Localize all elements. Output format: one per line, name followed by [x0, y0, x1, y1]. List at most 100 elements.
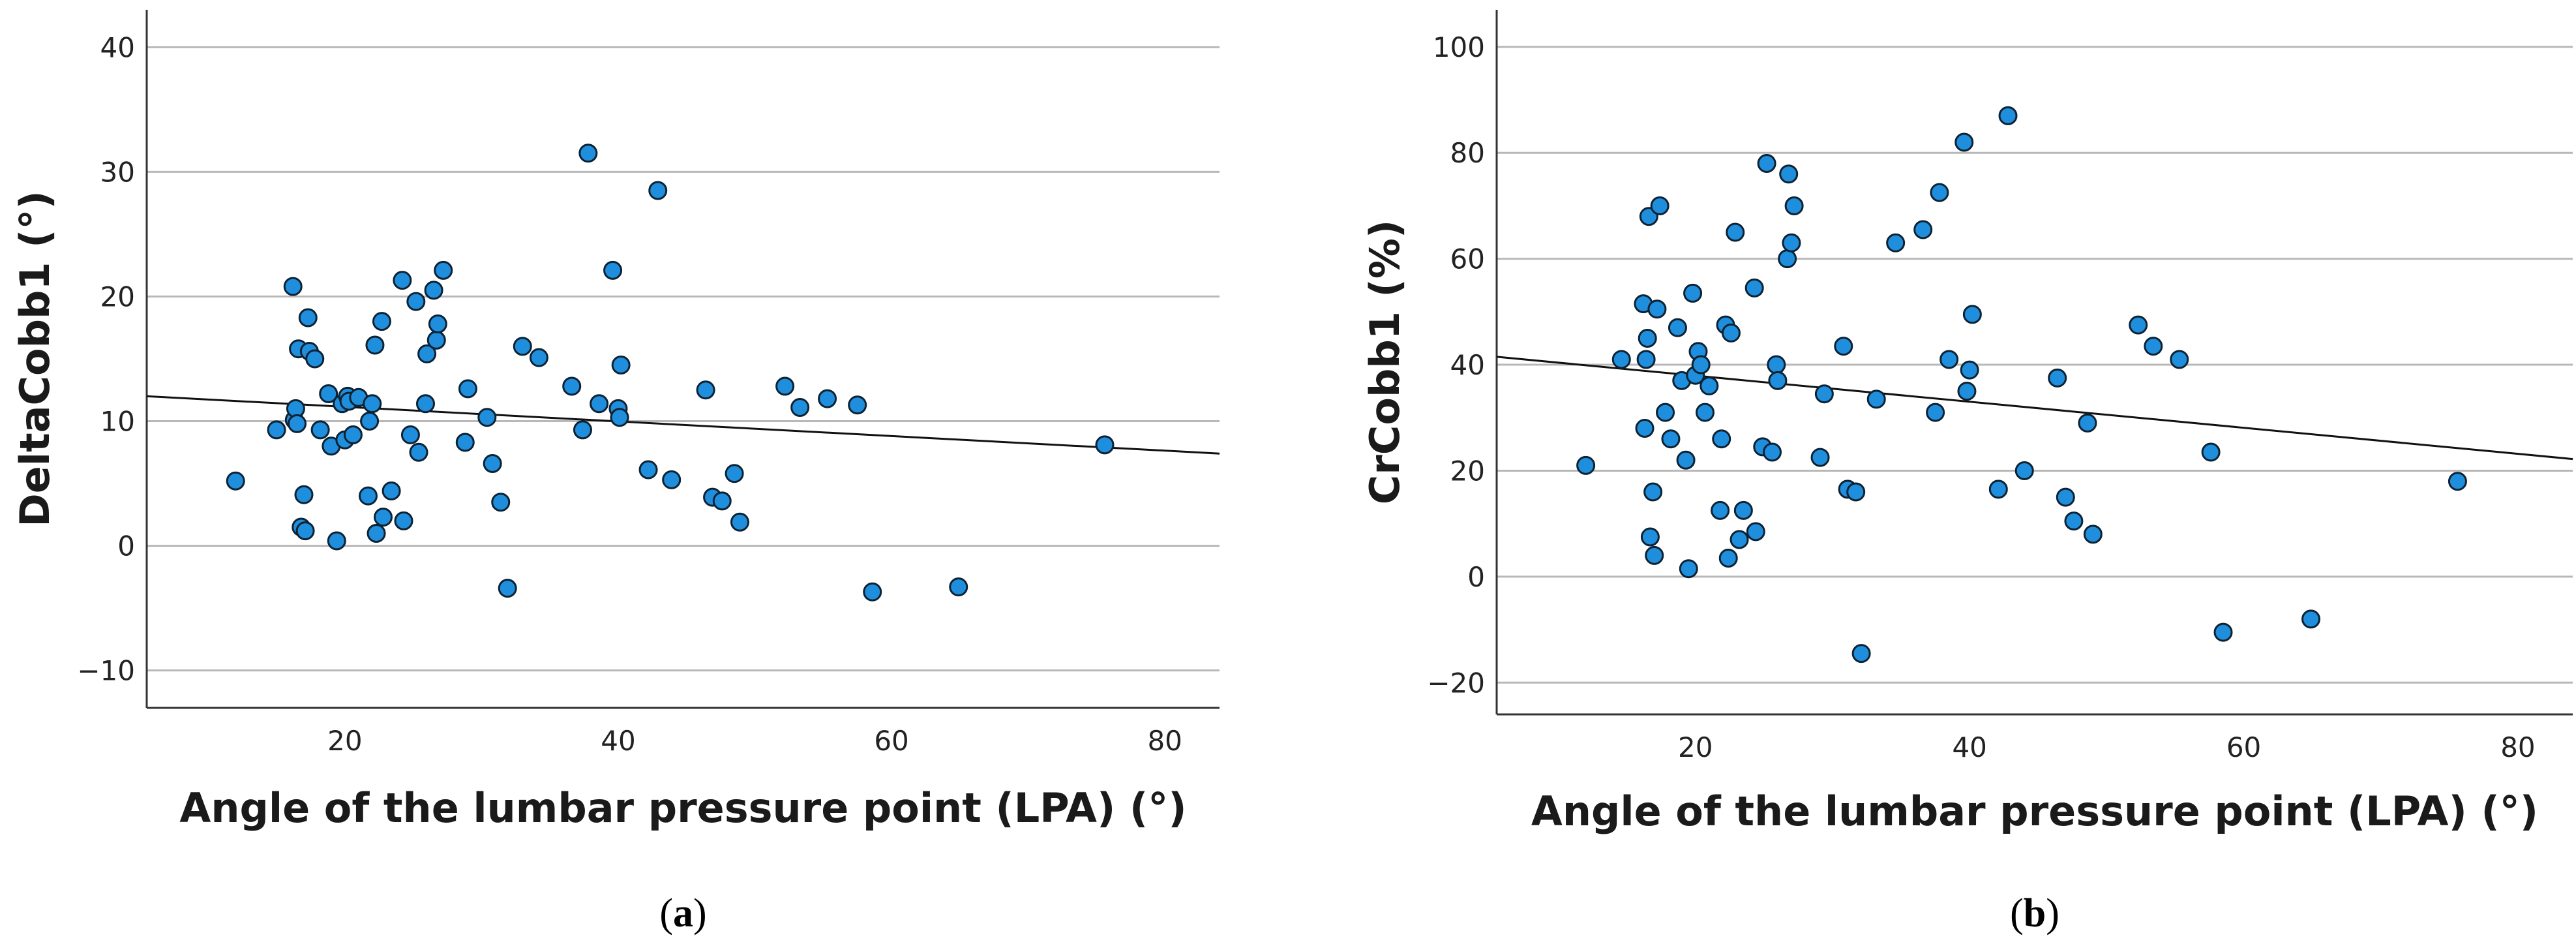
data-point	[1695, 403, 1715, 422]
data-point	[1962, 305, 1982, 324]
data-point	[513, 337, 532, 356]
data-point	[267, 420, 286, 440]
data-point	[310, 420, 330, 440]
data-point	[1784, 196, 1804, 215]
data-point	[1782, 233, 1801, 252]
data-point	[2048, 368, 2067, 388]
data-point	[1712, 429, 1731, 449]
data-point	[1866, 389, 1886, 409]
data-point	[1778, 249, 1797, 269]
chart-panel-b: −20 0 20 40 60 80 100 20 40 60 80 CrCobb1 (%) Angle …	[1361, 10, 2573, 936]
data-point	[2170, 350, 2189, 369]
data-point	[611, 356, 631, 375]
data-point	[360, 412, 380, 431]
y-tick-label: 20	[1450, 455, 1485, 487]
data-point	[578, 144, 598, 163]
data-point	[1745, 278, 1764, 298]
data-point	[1810, 448, 1830, 467]
y-tick-label: −20	[1427, 667, 1485, 699]
data-point	[1683, 283, 1703, 303]
data-point	[1733, 500, 1753, 520]
data-point	[458, 379, 477, 399]
data-point	[372, 312, 391, 331]
y-tick-label: 20	[100, 281, 135, 313]
data-point	[417, 344, 437, 363]
data-point	[1647, 299, 1667, 319]
data-point	[1643, 482, 1663, 502]
chart-panel-a: −10 0 10 20 30 40 20 40 60 80 DeltaCobb1 (°) Angle …	[11, 10, 1220, 936]
data-point	[1635, 419, 1655, 438]
data-point	[434, 260, 453, 280]
data-point	[1661, 429, 1681, 449]
data-point	[1611, 350, 1631, 369]
data-point	[1930, 183, 1949, 202]
data-point	[2078, 413, 2097, 433]
data-point	[1762, 442, 1782, 462]
x-tick-label: 20	[1678, 731, 1713, 763]
data-point	[406, 292, 426, 311]
data-point	[483, 454, 502, 473]
data-point	[1746, 522, 1765, 542]
data-point	[1846, 482, 1866, 502]
data-point	[2301, 609, 2321, 629]
data-point	[491, 493, 511, 512]
x-axis-title: Angle of the lumbar pressure point (LPA)…	[179, 784, 1186, 832]
data-point	[1730, 530, 1749, 549]
x-axis-title: Angle of the lumbar pressure point (LPA)…	[1531, 787, 2538, 835]
data-point	[298, 308, 318, 328]
data-point	[226, 471, 245, 491]
data-point	[1988, 480, 2008, 499]
data-point	[283, 277, 303, 296]
data-point	[294, 485, 314, 504]
data-point	[1814, 384, 1834, 404]
x-tick-label: 80	[1147, 725, 1182, 757]
data-point	[1718, 548, 1738, 568]
data-point	[818, 389, 837, 408]
data-point	[498, 579, 517, 598]
data-point	[319, 384, 338, 403]
data-point	[1721, 323, 1741, 343]
data-point	[1726, 222, 1745, 242]
data-point	[2056, 487, 2075, 507]
data-point	[1691, 355, 1711, 374]
data-point	[1834, 337, 1853, 356]
x-tick-label: 20	[327, 725, 362, 757]
data-point	[1668, 318, 1687, 337]
data-point	[1645, 545, 1664, 565]
data-point	[477, 408, 497, 427]
y-tick-label: −10	[77, 655, 135, 687]
data-point	[374, 508, 393, 527]
regression-line	[146, 395, 1220, 455]
data-point	[1650, 196, 1670, 215]
data-point	[1886, 233, 1906, 252]
data-point	[363, 394, 382, 414]
data-point	[2129, 315, 2148, 335]
data-point	[662, 470, 681, 489]
data-point	[638, 460, 658, 480]
y-axis-title: CrCobb1 (%)	[1361, 220, 1409, 504]
data-point	[1913, 220, 1933, 239]
data-point	[1851, 644, 1871, 664]
panel-label: (a)	[659, 891, 706, 936]
data-point	[863, 582, 882, 602]
data-point	[848, 395, 867, 415]
data-point	[2064, 511, 2084, 531]
data-point	[288, 414, 307, 433]
y-axis-title: DeltaCobb1 (°)	[11, 191, 59, 527]
data-point	[648, 181, 668, 200]
data-point	[949, 577, 968, 597]
data-point	[1960, 360, 1979, 380]
data-point	[1095, 435, 1115, 455]
data-point	[1779, 164, 1799, 184]
data-point	[393, 271, 412, 290]
data-point	[603, 260, 623, 280]
x-tick-label: 80	[2500, 731, 2535, 763]
data-point	[1954, 132, 1974, 152]
data-point	[428, 314, 447, 333]
data-point	[358, 486, 378, 506]
data-point	[1636, 350, 1656, 369]
data-point	[725, 464, 744, 483]
data-point	[730, 512, 749, 532]
y-tick-label: 0	[117, 530, 135, 562]
